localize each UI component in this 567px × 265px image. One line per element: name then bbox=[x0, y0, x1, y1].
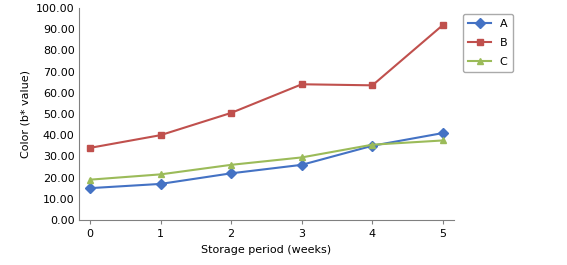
C bbox=[439, 139, 446, 142]
C bbox=[87, 178, 94, 181]
B bbox=[157, 134, 164, 137]
Line: A: A bbox=[87, 130, 446, 192]
X-axis label: Storage period (weeks): Storage period (weeks) bbox=[201, 245, 332, 255]
B bbox=[369, 84, 376, 87]
A bbox=[298, 163, 305, 166]
C bbox=[228, 163, 235, 166]
A bbox=[439, 131, 446, 135]
Line: C: C bbox=[87, 137, 446, 183]
B bbox=[439, 23, 446, 27]
C bbox=[157, 173, 164, 176]
Line: B: B bbox=[87, 21, 446, 151]
C bbox=[298, 156, 305, 159]
A bbox=[87, 187, 94, 190]
C bbox=[369, 143, 376, 146]
A bbox=[228, 172, 235, 175]
B bbox=[87, 146, 94, 149]
A bbox=[157, 182, 164, 186]
B bbox=[228, 111, 235, 114]
B bbox=[298, 83, 305, 86]
Legend: A, B, C: A, B, C bbox=[463, 14, 513, 72]
Y-axis label: Color (b* value): Color (b* value) bbox=[20, 70, 31, 158]
A bbox=[369, 144, 376, 147]
